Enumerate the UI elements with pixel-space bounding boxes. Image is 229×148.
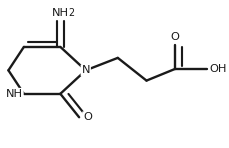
Text: N: N [81, 65, 90, 75]
Text: O: O [170, 32, 179, 42]
Text: O: O [83, 112, 92, 122]
Text: NH: NH [6, 89, 23, 99]
Text: 2: 2 [68, 8, 74, 18]
Text: OH: OH [209, 64, 226, 74]
Text: NH: NH [52, 8, 69, 18]
